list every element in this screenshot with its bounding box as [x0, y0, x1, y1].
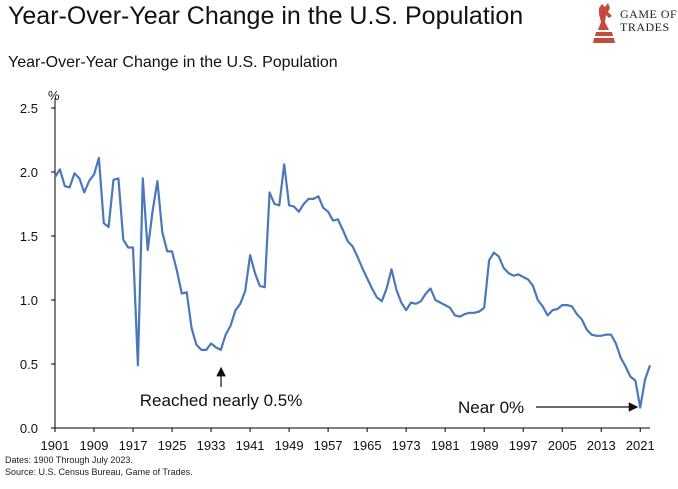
- x-tick-label: 1941: [236, 438, 265, 453]
- chart-series: [54, 156, 652, 409]
- y-axis-unit-label: %: [48, 88, 60, 103]
- annotation-label-near-zero: Near 0%: [458, 398, 524, 417]
- population-change-line: [54, 156, 652, 409]
- x-tick-label: 2005: [548, 438, 577, 453]
- y-tick-label: 0.0: [20, 421, 38, 436]
- x-tick-label: 1981: [431, 438, 460, 453]
- x-tick-label: 1997: [509, 438, 538, 453]
- chart-axes: [54, 98, 650, 429]
- chess-piece-icon: [593, 3, 615, 43]
- footer-source: Source: U.S. Census Bureau, Game of Trad…: [5, 467, 193, 477]
- y-tick-label: 0.5: [20, 357, 38, 372]
- x-tick-label: 1917: [119, 438, 148, 453]
- x-tick-label: 2021: [626, 438, 655, 453]
- x-tick-label: 1989: [470, 438, 499, 453]
- x-tick-label: 1973: [392, 438, 421, 453]
- chart-annotations: Reached nearly 0.5% Near 0%: [140, 366, 639, 417]
- x-tick-label: 1901: [41, 438, 70, 453]
- annotation-label-1933: Reached nearly 0.5%: [140, 391, 303, 410]
- x-tick-label: 1965: [353, 438, 382, 453]
- y-tick-label: 2.5: [20, 101, 38, 116]
- y-tick-label: 2.0: [20, 165, 38, 180]
- chart-ticks: 0.0 0.5 1.0 1.5 2.0 2.5% 1901 1909 1917 1925 1933 1…: [20, 88, 655, 453]
- logo-text: GAME OF TRADES: [620, 8, 677, 34]
- logo-line1: GAME OF: [620, 7, 678, 21]
- x-tick-label: 2013: [587, 438, 616, 453]
- game-of-trades-logo: GAME OF TRADES: [590, 2, 677, 46]
- x-tick-label: 1949: [275, 438, 304, 453]
- chart-title: Year-Over-Year Change in the U.S. Popula…: [8, 2, 524, 30]
- y-tick-label: 1.5: [20, 229, 38, 244]
- x-tick-label: 1933: [197, 438, 226, 453]
- x-tick-label: 1909: [80, 438, 109, 453]
- x-tick-label: 1957: [314, 438, 343, 453]
- x-tick-label: 1925: [158, 438, 187, 453]
- chart-subtitle: Year-Over-Year Change in the U.S. Popula…: [8, 54, 338, 71]
- y-tick-label: 1.0: [20, 293, 38, 308]
- footer-dates: Dates: 1900 Through July 2023.: [5, 455, 133, 465]
- logo-line2: TRADES: [620, 20, 670, 34]
